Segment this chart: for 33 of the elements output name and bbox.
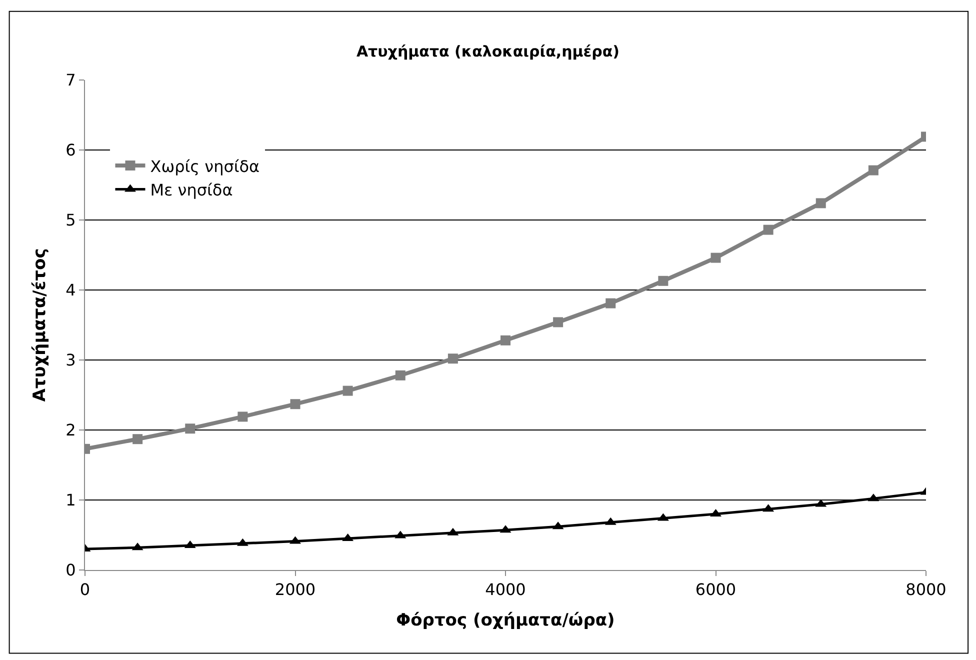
point bbox=[290, 399, 300, 410]
y-tick-label: 0 bbox=[66, 560, 76, 580]
point bbox=[606, 298, 616, 308]
point bbox=[132, 434, 143, 444]
point bbox=[763, 224, 774, 235]
point bbox=[816, 198, 826, 208]
point bbox=[342, 386, 353, 396]
point bbox=[395, 370, 406, 380]
point bbox=[710, 252, 721, 263]
legend-label: Χωρίς νησίδα bbox=[150, 156, 260, 176]
point bbox=[868, 165, 878, 176]
x-axis-title: Φόρτος (οχήματα/ώρα) bbox=[396, 610, 615, 631]
y-tick-label: 6 bbox=[66, 140, 76, 160]
y-tick-label: 3 bbox=[66, 350, 76, 370]
y-tick-label: 1 bbox=[66, 490, 76, 510]
point bbox=[448, 354, 458, 364]
y-tick-label: 2 bbox=[66, 420, 76, 440]
legend-label: Με νησίδα bbox=[150, 180, 233, 200]
point bbox=[500, 335, 510, 346]
point bbox=[238, 412, 248, 422]
y-tick-label: 5 bbox=[66, 210, 76, 230]
x-tick-label: 6000 bbox=[695, 580, 736, 600]
x-tick-label: 8000 bbox=[906, 580, 946, 600]
x-tick-label: 4000 bbox=[485, 580, 526, 600]
y-tick-label: 7 bbox=[66, 70, 76, 90]
y-axis-title: Ατυχήματα/έτος bbox=[30, 248, 50, 402]
point bbox=[553, 317, 564, 328]
y-tick-label: 4 bbox=[66, 280, 76, 300]
point bbox=[658, 276, 668, 286]
point bbox=[185, 424, 196, 434]
x-tick-label: 0 bbox=[80, 580, 90, 600]
chart-title: Ατυχήματα (καλοκαιρία,ημέρα) bbox=[356, 42, 620, 61]
x-tick-label: 2000 bbox=[274, 580, 316, 600]
